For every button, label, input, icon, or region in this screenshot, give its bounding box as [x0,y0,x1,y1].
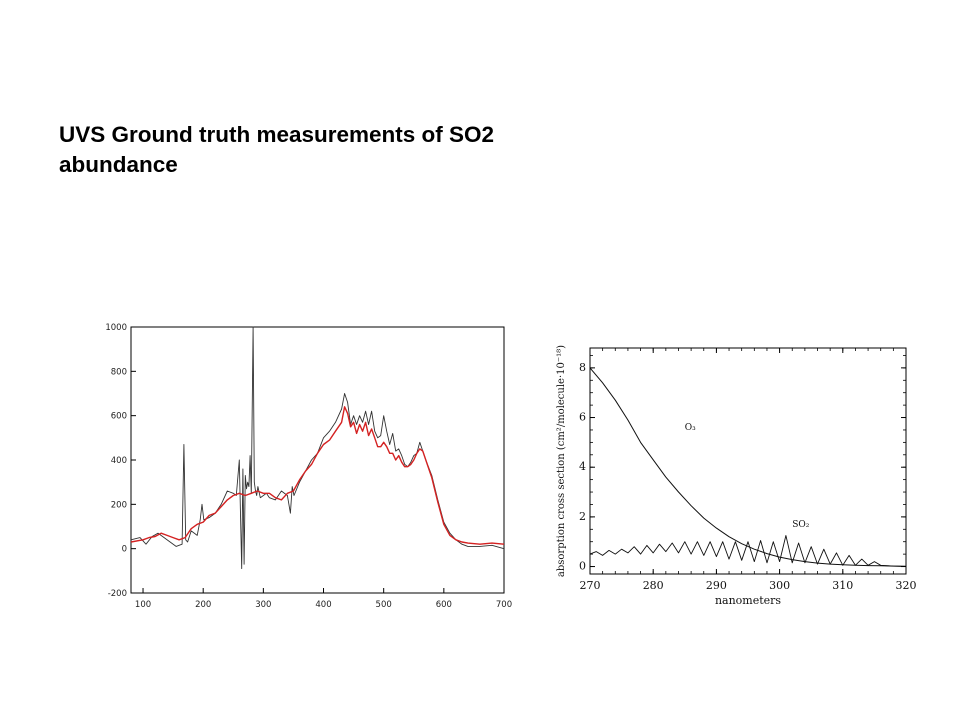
uvs-spectrum-chart: 100 200 300 400 500 600 700 -200 0 200 400 600 800 10… [105,323,512,610]
plot-frame [589,347,907,575]
x-tick-label: 310 [832,579,853,592]
x-tick-label: 700 [496,600,512,610]
y-tick-label: 800 [111,367,127,377]
x-tick-label: 100 [135,600,151,610]
x-tick-label: 270 [580,579,601,592]
y-tick-label: 1000 [105,323,127,333]
series-line-0 [589,367,907,567]
plot-frame [130,326,505,594]
x-tick-label: 300 [255,600,271,610]
y-tick-label: 0 [122,545,127,555]
x-axis-label: nanometers [715,594,781,607]
slide-title: UVS Ground truth measurements of SO2 abu… [59,120,619,180]
y-tick-label: -200 [108,589,127,599]
y-axis-label: absorption cross section (cm²/molecule·1… [556,345,567,577]
y-tick-label: 4 [579,460,586,473]
y-tick-label: 2 [579,510,586,523]
slide-title-line-2: abundance [59,152,178,177]
x-tick-label: 600 [436,600,452,610]
series-line-1 [589,535,907,567]
absorption-cross-section-chart: 270 280 290 300 310 320 0 2 4 6 8 nanometers absorpt… [556,345,917,607]
y-tick-label: 8 [579,361,586,374]
x-tick-label: 200 [195,600,211,610]
x-tick-label: 290 [706,579,727,592]
x-tick-label: 300 [769,579,790,592]
y-tick-label: 400 [111,456,127,466]
y-tick-label: 200 [111,500,127,510]
y-tick-label: 0 [579,560,586,573]
slide-title-line-1: UVS Ground truth measurements of SO2 [59,122,495,147]
x-tick-label: 320 [896,579,917,592]
series-annotation: O₃ [685,423,696,433]
series-annotation: SO₂ [792,520,810,530]
x-tick-label: 280 [643,579,664,592]
y-tick-label: 600 [111,412,127,422]
series-line-1 [130,406,505,545]
x-tick-label: 500 [376,600,392,610]
y-tick-label: 6 [579,411,586,424]
x-tick-label: 400 [315,600,331,610]
